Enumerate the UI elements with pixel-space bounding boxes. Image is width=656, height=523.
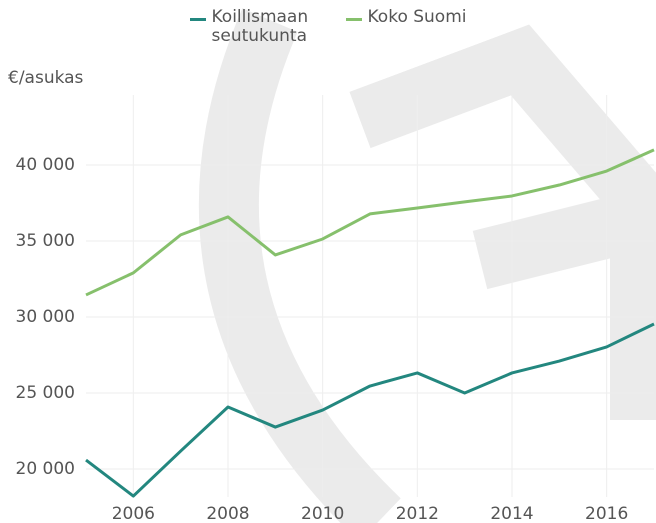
- watermark: [198, 8, 656, 523]
- x-tick-label: 2010: [301, 504, 344, 523]
- x-tick-label: 2012: [396, 504, 439, 523]
- legend: Koillismaan seutukunta Koko Suomi: [0, 8, 656, 46]
- y-tick-label: 40 000: [16, 155, 75, 175]
- x-tick-label: 2016: [585, 504, 628, 523]
- legend-swatch: [189, 18, 206, 21]
- y-tick-label: 35 000: [16, 231, 75, 251]
- series-line: [85, 322, 655, 498]
- y-tick-label: 20 000: [16, 459, 75, 479]
- legend-label: Koillismaan seutukunta: [211, 7, 309, 46]
- y-tick-label: 25 000: [16, 383, 75, 403]
- series-line: [85, 148, 655, 297]
- legend-item: Koillismaan seutukunta: [189, 7, 332, 46]
- legend-label: Koko Suomi: [367, 7, 467, 27]
- watermark-shape: [349, 24, 656, 420]
- y-axis-label: €/asukas: [8, 68, 84, 88]
- y-tick-label: 30 000: [16, 307, 75, 327]
- x-tick-label: 2008: [206, 504, 249, 523]
- legend-swatch: [345, 18, 362, 21]
- x-tick-label: 2006: [112, 504, 155, 523]
- legend-item: Koko Suomi: [345, 7, 467, 46]
- x-tick-label: 2014: [490, 504, 533, 523]
